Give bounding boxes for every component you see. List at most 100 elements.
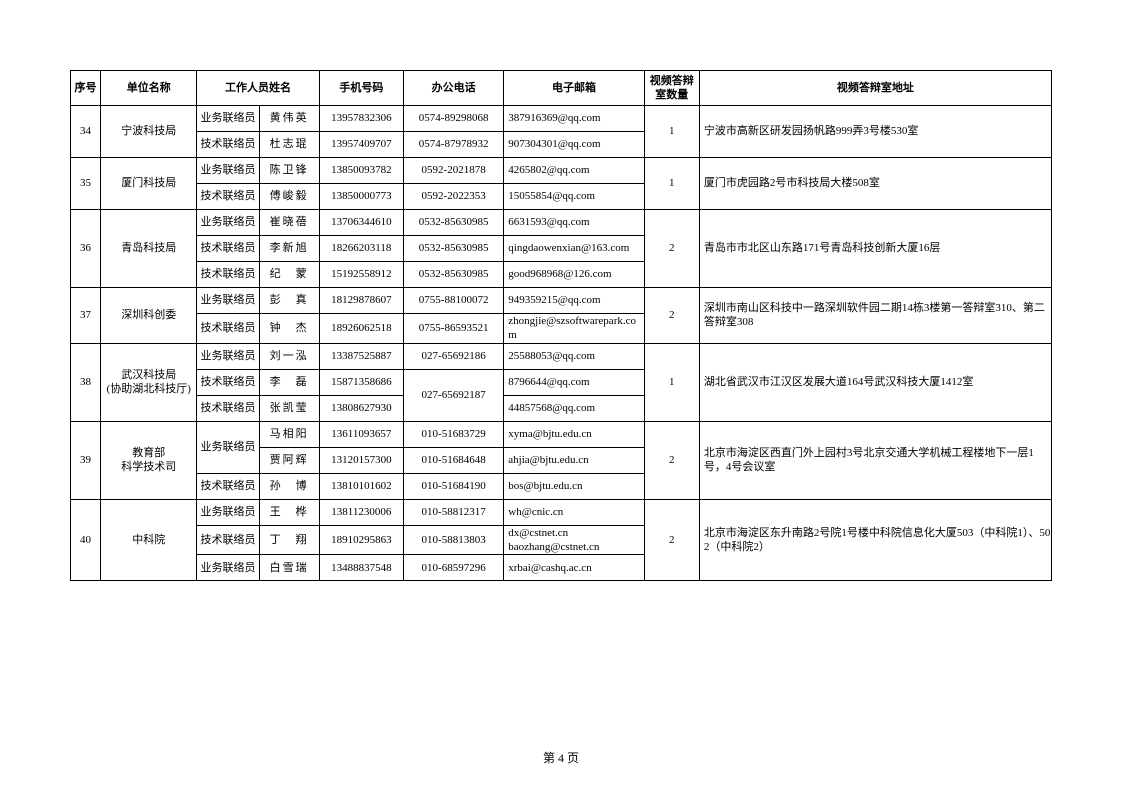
cell-phone: 18910295863 [319,525,403,555]
cell-name: 杜志琨 [259,132,319,158]
table-row: 39教育部科学技术司业务联络员马相阳13611093657010-5168372… [71,421,1052,447]
cell-role: 业务联络员 [197,499,259,525]
cell-name: 陈卫锋 [259,158,319,184]
cell-seq: 39 [71,421,101,499]
cell-tel: 010-68597296 [403,555,503,581]
cell-phone: 18266203118 [319,236,403,262]
cell-phone: 13706344610 [319,210,403,236]
cell-role: 技术联络员 [197,314,259,344]
cell-role: 业务联络员 [197,106,259,132]
cell-role: 技术联络员 [197,525,259,555]
cell-role: 技术联络员 [197,473,259,499]
cell-role: 业务联络员 [197,555,259,581]
cell-tel: 010-58812317 [403,499,503,525]
cell-seq: 38 [71,343,101,421]
cell-name: 丁 翔 [259,525,319,555]
cell-email: 4265802@qq.com [504,158,644,184]
cell-count: 1 [644,106,699,158]
table-body: 34宁波科技局业务联络员黄伟英139578323060574-892980683… [71,106,1052,581]
cell-phone: 15871358686 [319,369,403,395]
cell-role: 业务联络员 [197,158,259,184]
cell-seq: 35 [71,158,101,210]
cell-org: 中科院 [101,499,197,581]
cell-seq: 36 [71,210,101,288]
cell-name: 李 磊 [259,369,319,395]
document-page: 序号 单位名称 工作人员姓名 手机号码 办公电话 电子邮箱 视频答辩室数量 视频… [0,0,1122,794]
cell-role: 技术联络员 [197,184,259,210]
cell-count: 2 [644,499,699,581]
cell-email: bos@bjtu.edu.cn [504,473,644,499]
table-row: 34宁波科技局业务联络员黄伟英139578323060574-892980683… [71,106,1052,132]
cell-phone: 13488837548 [319,555,403,581]
cell-tel: 0592-2021878 [403,158,503,184]
col-phone: 手机号码 [319,71,403,106]
cell-role: 技术联络员 [197,236,259,262]
cell-tel: 010-58813803 [403,525,503,555]
cell-addr: 深圳市南山区科技中一路深圳软件园二期14栋3楼第一答辩室310、第二答辩室308 [699,288,1051,344]
cell-email: zhongjie@szsoftwarepark.com [504,314,644,344]
table-row: 38武汉科技局(协助湖北科技厅)业务联络员刘一泓13387525887027-6… [71,343,1052,369]
cell-email: 44857568@qq.com [504,395,644,421]
contacts-table: 序号 单位名称 工作人员姓名 手机号码 办公电话 电子邮箱 视频答辩室数量 视频… [70,70,1052,581]
cell-email: 6631593@qq.com [504,210,644,236]
cell-role: 技术联络员 [197,395,259,421]
cell-name: 贾阿辉 [259,447,319,473]
table-row: 40中科院业务联络员王 桦13811230006010-58812317wh@c… [71,499,1052,525]
cell-seq: 37 [71,288,101,344]
cell-phone: 13611093657 [319,421,403,447]
cell-name: 孙 博 [259,473,319,499]
cell-name: 纪 蒙 [259,262,319,288]
cell-name: 傅峻毅 [259,184,319,210]
header-row: 序号 单位名称 工作人员姓名 手机号码 办公电话 电子邮箱 视频答辩室数量 视频… [71,71,1052,106]
cell-email: ahjia@bjtu.edu.cn [504,447,644,473]
cell-role: 技术联络员 [197,132,259,158]
cell-phone: 13811230006 [319,499,403,525]
cell-email: wh@cnic.cn [504,499,644,525]
cell-seq: 34 [71,106,101,158]
cell-email: dx@cstnet.cnbaozhang@cstnet.cn [504,525,644,555]
cell-email: xyma@bjtu.edu.cn [504,421,644,447]
cell-phone: 13808627930 [319,395,403,421]
cell-name: 白雪瑞 [259,555,319,581]
col-org: 单位名称 [101,71,197,106]
cell-tel: 0574-89298068 [403,106,503,132]
cell-name: 黄伟英 [259,106,319,132]
cell-name: 王 桦 [259,499,319,525]
col-count: 视频答辩室数量 [644,71,699,106]
cell-phone: 13387525887 [319,343,403,369]
cell-email: 907304301@qq.com [504,132,644,158]
cell-phone: 13957832306 [319,106,403,132]
cell-addr: 北京市海淀区西直门外上园村3号北京交通大学机械工程楼地下一层1号，4号会议室 [699,421,1051,499]
cell-email: 8796644@qq.com [504,369,644,395]
cell-email: 949359215@qq.com [504,288,644,314]
cell-name: 张凯莹 [259,395,319,421]
cell-tel: 010-51684190 [403,473,503,499]
cell-tel: 0532-85630985 [403,236,503,262]
cell-role: 技术联络员 [197,262,259,288]
cell-name: 钟 杰 [259,314,319,344]
cell-org: 武汉科技局(协助湖北科技厅) [101,343,197,421]
cell-org: 宁波科技局 [101,106,197,158]
cell-count: 2 [644,288,699,344]
cell-addr: 青岛市市北区山东路171号青岛科技创新大厦16层 [699,210,1051,288]
cell-tel: 0755-86593521 [403,314,503,344]
cell-email: 387916369@qq.com [504,106,644,132]
cell-phone: 13850093782 [319,158,403,184]
cell-email: good968968@126.com [504,262,644,288]
cell-phone: 15192558912 [319,262,403,288]
cell-count: 1 [644,343,699,421]
table-row: 35厦门科技局业务联络员陈卫锋138500937820592-202187842… [71,158,1052,184]
cell-name: 崔晓蓓 [259,210,319,236]
cell-count: 1 [644,158,699,210]
cell-email: qingdaowenxian@163.com [504,236,644,262]
table-row: 37深圳科创委业务联络员彭 真181298786070755-881000729… [71,288,1052,314]
cell-role: 业务联络员 [197,288,259,314]
cell-role: 业务联络员 [197,343,259,369]
cell-addr: 宁波市高新区研发园扬帆路999弄3号楼530室 [699,106,1051,158]
page-footer: 第 4 页 [0,749,1122,766]
cell-seq: 40 [71,499,101,581]
cell-name: 马相阳 [259,421,319,447]
cell-tel: 0532-85630985 [403,262,503,288]
cell-email: 25588053@qq.com [504,343,644,369]
cell-tel: 010-51683729 [403,421,503,447]
